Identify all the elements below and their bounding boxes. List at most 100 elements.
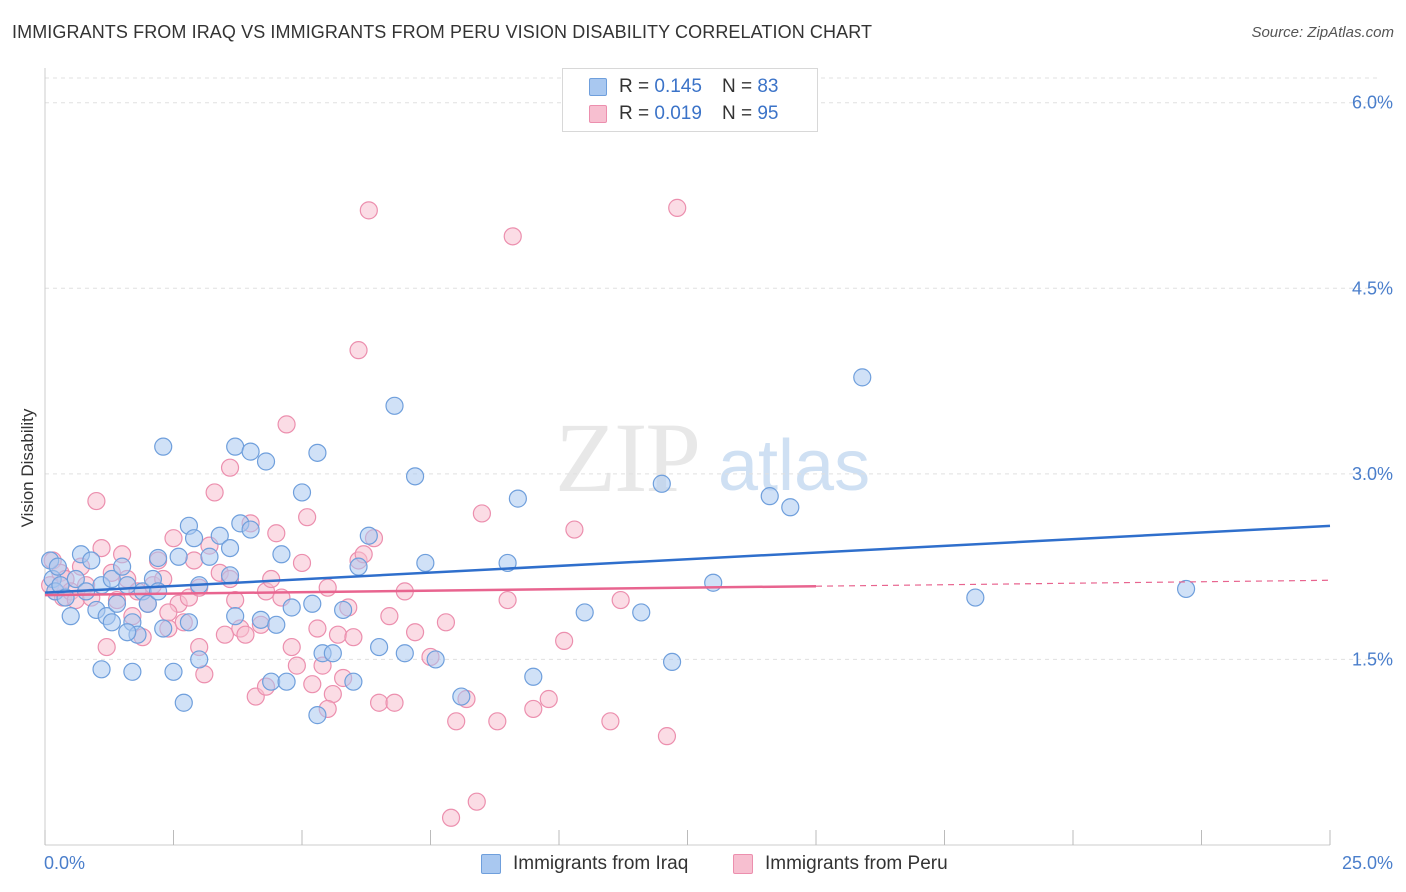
peru-point xyxy=(303,675,322,694)
legend-iraq-r-value: 0.145 xyxy=(654,76,702,97)
peru-point xyxy=(467,792,486,811)
iraq-point xyxy=(334,600,353,620)
bottom-legend-swatch-peru xyxy=(733,854,753,874)
iraq-trend-line xyxy=(44,524,1331,594)
trend-lines xyxy=(44,524,1331,597)
iraq-point xyxy=(251,610,270,629)
iraq-point xyxy=(395,644,414,663)
peru-point xyxy=(524,699,543,719)
iraq-point xyxy=(220,566,240,585)
iraq-point xyxy=(66,569,85,589)
peru-point xyxy=(159,603,178,622)
legend-iraq-n-value: 83 xyxy=(757,76,779,97)
iraq-point xyxy=(184,529,204,548)
peru-point xyxy=(488,712,507,731)
iraq-point xyxy=(241,520,260,539)
iraq-point xyxy=(226,437,245,456)
peru-point xyxy=(436,613,456,632)
iraq-point xyxy=(138,594,157,613)
iraq-point xyxy=(112,557,132,576)
peru-point xyxy=(282,637,301,657)
iraq-point xyxy=(282,598,301,617)
peru-point xyxy=(601,712,620,731)
iraq-point xyxy=(853,368,872,387)
peru-point xyxy=(657,727,677,746)
iraq-point xyxy=(123,662,142,681)
bottom-legend-iraq-label: Immigrants from Iraq xyxy=(513,853,689,874)
peru-point xyxy=(344,628,363,647)
peru-point xyxy=(611,590,630,610)
peru-point xyxy=(220,458,240,477)
peru-point xyxy=(277,415,296,434)
peru-point xyxy=(472,504,491,523)
iraq-point xyxy=(385,396,404,415)
peru-point xyxy=(267,524,286,543)
legend-peru-n-value: 95 xyxy=(757,103,779,124)
legend-swatch-iraq xyxy=(589,78,607,96)
bottom-legend-iraq: Immigrants from Iraq xyxy=(481,852,688,876)
peru-point xyxy=(92,538,111,558)
iraq-point xyxy=(277,672,296,691)
watermark-atlas: atlas xyxy=(718,426,871,506)
correlation-legend: R = 0.145 N = 83 R = 0.019 N = 95 xyxy=(562,68,818,132)
peru-point xyxy=(292,553,312,573)
iraq-point xyxy=(303,594,322,613)
peru-trend-line xyxy=(44,584,817,597)
iraq-point xyxy=(169,547,188,566)
peru-point xyxy=(539,689,558,709)
iraq-point xyxy=(308,706,327,725)
iraq-point xyxy=(1176,579,1196,599)
iraq-point xyxy=(154,437,173,456)
iraq-point xyxy=(118,623,137,642)
iraq-point xyxy=(210,526,229,545)
peru-points xyxy=(41,198,687,827)
iraq-point xyxy=(174,693,193,712)
peru-point xyxy=(359,201,378,220)
watermark-zip: ZIP xyxy=(555,402,701,513)
peru-point xyxy=(447,712,466,731)
legend-iraq-n-label: N = xyxy=(721,76,753,97)
peru-point xyxy=(503,227,522,246)
chart-title: IMMIGRANTS FROM IRAQ VS IMMIGRANTS FROM … xyxy=(12,22,873,42)
iraq-point xyxy=(164,662,183,681)
iraq-point xyxy=(781,498,800,517)
peru-point xyxy=(668,198,687,217)
iraq-point xyxy=(760,487,779,506)
legend-peru-r-label: R = xyxy=(619,103,650,124)
iraq-point xyxy=(107,594,127,613)
x-tick-label-min: 0.0% xyxy=(44,853,85,873)
iraq-point xyxy=(966,588,985,607)
iraq-point xyxy=(102,613,121,632)
peru-point xyxy=(205,483,224,502)
iraq-point xyxy=(308,443,327,462)
iraq-point xyxy=(82,551,101,570)
bottom-legend-peru-label: Immigrants from Peru xyxy=(765,853,948,874)
iraq-point xyxy=(220,538,240,558)
iraq-point xyxy=(256,452,276,471)
peru-point xyxy=(380,607,399,626)
iraq-point xyxy=(405,467,425,486)
iraq-point xyxy=(662,652,682,672)
y-tick-label: 6.0% xyxy=(1352,93,1393,113)
peru-point xyxy=(328,625,348,644)
peru-point xyxy=(405,623,425,642)
iraq-point xyxy=(179,613,199,632)
legend-swatch-peru xyxy=(589,105,607,123)
axes xyxy=(44,68,1331,846)
iraq-point xyxy=(148,548,168,568)
iraq-point xyxy=(262,672,281,691)
iraq-point xyxy=(452,687,471,706)
peru-point xyxy=(97,637,116,657)
y-tick-label: 3.0% xyxy=(1352,464,1393,484)
tick-labels: 1.5% 3.0% 4.5% 6.0% 0.0% 25.0% xyxy=(44,93,1393,873)
iraq-point xyxy=(272,545,291,564)
legend-peru-n-label: N = xyxy=(721,103,753,124)
peru-point xyxy=(287,656,306,675)
peru-point xyxy=(555,631,574,650)
peru-point xyxy=(370,693,389,712)
iraq-point xyxy=(48,557,67,576)
peru-trend-line-extension xyxy=(815,579,1331,587)
bottom-legend-swatch-iraq xyxy=(481,854,501,874)
iraq-point xyxy=(632,603,651,622)
